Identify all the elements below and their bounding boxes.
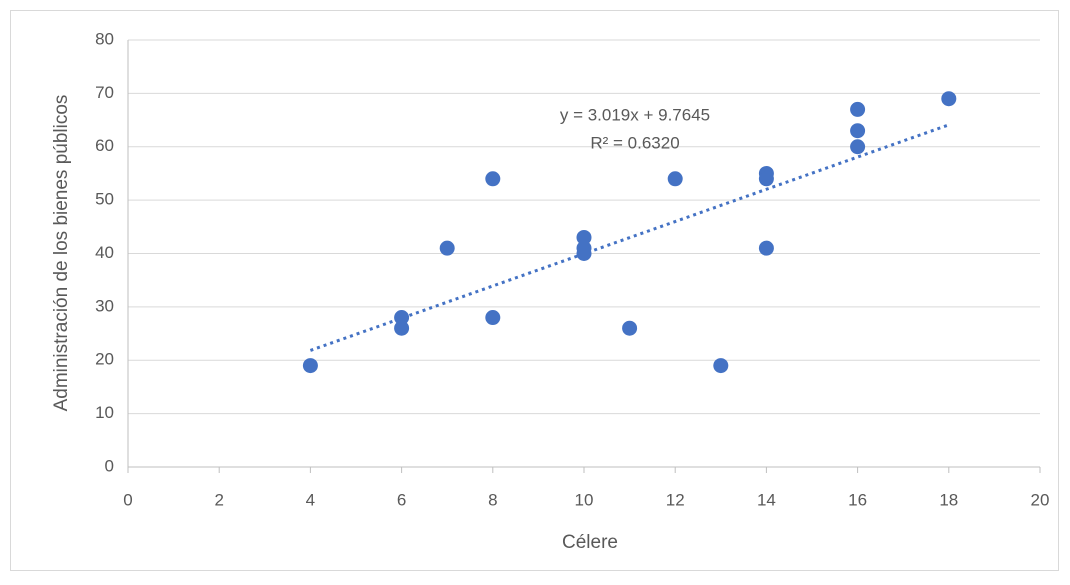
scatter-point (758, 171, 774, 187)
y-tick-label: 40 (95, 243, 114, 262)
y-tick-label: 60 (95, 136, 114, 155)
scatter-point (758, 240, 774, 256)
x-tick-label: 2 (214, 490, 223, 509)
scatter-point (576, 229, 592, 245)
scatter-point (485, 310, 501, 326)
x-tick-label: 10 (575, 490, 594, 509)
x-tick-label: 20 (1031, 490, 1050, 509)
x-tick-label: 6 (397, 490, 406, 509)
x-tick-label: 8 (488, 490, 497, 509)
scatter-point (394, 320, 410, 336)
scatter-point (850, 139, 866, 155)
x-tick-label: 0 (123, 490, 132, 509)
scatter-point (850, 123, 866, 139)
x-tick-label: 12 (666, 490, 685, 509)
chart-border (10, 10, 1059, 571)
x-tick-label: 16 (848, 490, 867, 509)
scatter-point (302, 358, 318, 374)
y-tick-label: 20 (95, 350, 114, 369)
x-axis-label: Célere (562, 532, 618, 553)
y-tick-label: 70 (95, 83, 114, 102)
y-tick-label: 30 (95, 296, 114, 315)
scatter-point (850, 101, 866, 117)
scatter-point (485, 171, 501, 187)
scatter-point (713, 358, 729, 374)
trendline (309, 123, 950, 352)
scatter-point (439, 240, 455, 256)
trendline-r2: R² = 0.6320 (590, 133, 679, 152)
scatter-point (622, 320, 638, 336)
scatter-point (394, 310, 410, 326)
y-axis-label: Administración de los bienes públicos (51, 95, 72, 412)
trendline-equation: y = 3.019x + 9.7645 (560, 105, 710, 124)
scatter-point (941, 91, 957, 107)
x-tick-label: 18 (939, 490, 958, 509)
y-tick-label: 0 (105, 456, 114, 475)
scatter-point (576, 246, 592, 261)
y-tick-label: 10 (95, 403, 114, 422)
y-tick-label: 50 (95, 190, 114, 209)
x-tick-label: 14 (757, 490, 776, 509)
scatter-point (667, 171, 683, 187)
y-tick-label: 80 (95, 29, 114, 48)
x-tick-label: 4 (306, 490, 315, 509)
